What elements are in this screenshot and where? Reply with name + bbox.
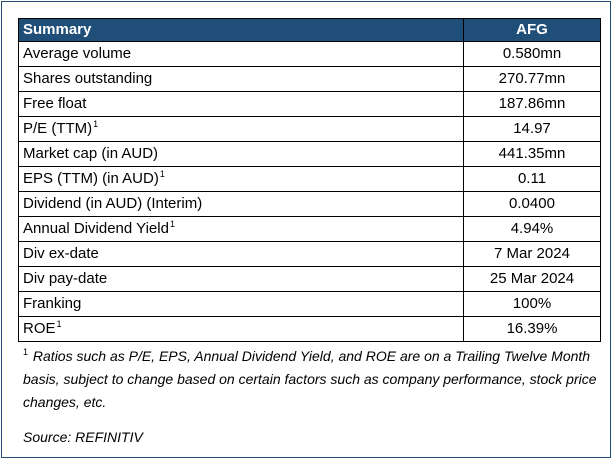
row-value: 0.580mn (463, 41, 601, 67)
table-row: Average volume 0.580mn (18, 41, 601, 67)
row-label: Free float (18, 91, 464, 117)
footnote-marker: 1 (56, 319, 62, 329)
row-value: 187.86mn (463, 91, 601, 117)
row-label: Franking (18, 291, 464, 317)
table-row: Market cap (in AUD) 441.35mn (18, 141, 601, 167)
table-row: Shares outstanding 270.77mn (18, 66, 601, 92)
row-value: 100% (463, 291, 601, 317)
row-label: P/E (TTM)1 (18, 116, 464, 142)
table-row: Annual Dividend Yield1 4.94% (18, 216, 601, 242)
table-row: ROE1 16.39% (18, 316, 601, 342)
footnote: 1 Ratios such as P/E, EPS, Annual Divide… (23, 345, 598, 414)
footnote-marker: 1 (169, 219, 175, 229)
table-row: EPS (TTM) (in AUD)1 0.11 (18, 166, 601, 192)
table-row: Div ex-date 7 Mar 2024 (18, 241, 601, 267)
footnote-marker: 1 (159, 169, 165, 179)
row-value: 270.77mn (463, 66, 601, 92)
row-value: 4.94% (463, 216, 601, 242)
header-ticker: AFG (463, 18, 601, 42)
row-label: Div pay-date (18, 266, 464, 292)
row-label: Average volume (18, 41, 464, 67)
table-row: Div pay-date 25 Mar 2024 (18, 266, 601, 292)
row-value: 0.11 (463, 166, 601, 192)
source-note: Source: REFINITIV (23, 429, 143, 445)
table-row: Franking 100% (18, 291, 601, 317)
table-row: Dividend (in AUD) (Interim) 0.0400 (18, 191, 601, 217)
row-value: 25 Mar 2024 (463, 266, 601, 292)
row-label: Market cap (in AUD) (18, 141, 464, 167)
summary-table: Summary AFG Average volume 0.580mn Share… (18, 18, 601, 342)
footnote-marker: 1 (93, 119, 99, 129)
table-row: Free float 187.86mn (18, 91, 601, 117)
row-label: ROE1 (18, 316, 464, 342)
footnote-text: Ratios such as P/E, EPS, Annual Dividend… (23, 348, 597, 410)
row-value: 0.0400 (463, 191, 601, 217)
row-value: 14.97 (463, 116, 601, 142)
row-value: 16.39% (463, 316, 601, 342)
table-row: P/E (TTM)1 14.97 (18, 116, 601, 142)
row-value: 441.35mn (463, 141, 601, 167)
row-label: Annual Dividend Yield1 (18, 216, 464, 242)
row-label: Div ex-date (18, 241, 464, 267)
header-label: Summary (18, 18, 464, 42)
row-label: Dividend (in AUD) (Interim) (18, 191, 464, 217)
row-label: Shares outstanding (18, 66, 464, 92)
footnote-marker: 1 (23, 347, 29, 358)
row-value: 7 Mar 2024 (463, 241, 601, 267)
table-header-row: Summary AFG (18, 18, 601, 42)
row-label: EPS (TTM) (in AUD)1 (18, 166, 464, 192)
